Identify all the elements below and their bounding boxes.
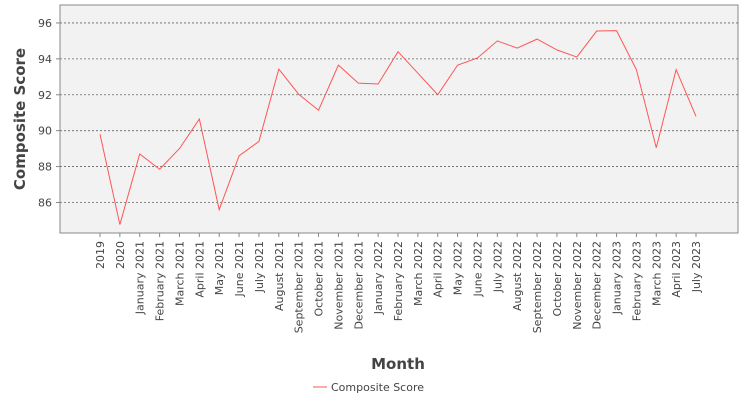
- x-tick-label: April 2022: [432, 241, 445, 298]
- x-tick-label: February 2021: [154, 241, 167, 321]
- x-tick-label: December 2021: [352, 241, 365, 330]
- x-tick-label: May 2022: [452, 241, 465, 295]
- x-tick-label: January 2021: [134, 241, 147, 315]
- x-tick-label: March 2023: [650, 241, 663, 306]
- x-tick-label: February 2022: [392, 241, 405, 321]
- x-tick-label: August 2022: [511, 241, 524, 311]
- x-tick-label: February 2023: [630, 241, 643, 321]
- x-tick-label: January 2023: [611, 241, 624, 315]
- data-line: [99, 30, 697, 225]
- x-tick-label: March 2021: [173, 241, 186, 306]
- y-axis-title: Composite Score: [11, 48, 29, 190]
- x-tick-label: September 2022: [531, 241, 544, 333]
- y-tick-label: 86: [38, 196, 52, 209]
- y-tick-label: 94: [38, 53, 52, 66]
- x-tick-label: 2019: [94, 241, 107, 269]
- x-tick-label: August 2021: [273, 241, 286, 311]
- x-tick-label: October 2021: [313, 241, 326, 317]
- x-tick-label: April 2021: [193, 241, 206, 298]
- x-axis-title: Month: [371, 355, 425, 373]
- x-tick-label: November 2021: [332, 241, 345, 330]
- y-tick-label: 92: [38, 89, 52, 102]
- x-tick-label: May 2021: [213, 241, 226, 295]
- x-tick-label: July 2022: [491, 241, 504, 293]
- x-tick-label: September 2021: [293, 241, 306, 333]
- plot-area: [59, 4, 739, 234]
- y-tick-label: 88: [38, 161, 52, 174]
- x-tick-label: July 2023: [690, 241, 703, 293]
- x-tick-label: April 2023: [670, 241, 683, 298]
- y-tick-label: 96: [38, 17, 52, 30]
- legend-label: Composite Score: [331, 381, 424, 394]
- x-tick-label: November 2022: [571, 241, 584, 330]
- x-tick-label: 2020: [114, 241, 127, 269]
- x-tick-label: March 2022: [412, 241, 425, 306]
- x-tick-label: December 2022: [591, 241, 604, 330]
- x-tick-label: July 2021: [253, 241, 266, 293]
- y-tick-label: 90: [38, 125, 52, 138]
- x-tick-label: January 2022: [372, 241, 385, 315]
- x-tick-label: June 2022: [471, 241, 484, 297]
- x-tick-label: October 2022: [551, 241, 564, 317]
- x-tick-label: June 2021: [233, 241, 246, 297]
